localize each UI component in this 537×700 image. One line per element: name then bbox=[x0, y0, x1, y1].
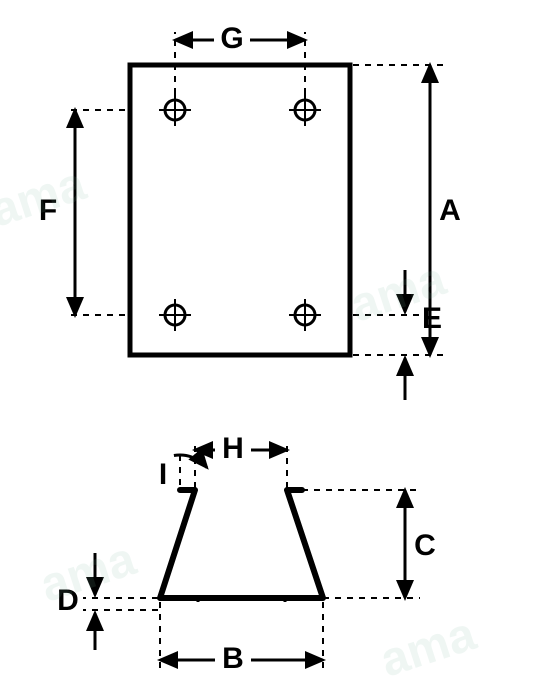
dim-label-G: G bbox=[220, 22, 243, 55]
dim-label-H: H bbox=[222, 432, 244, 465]
dim-label-A: A bbox=[439, 194, 461, 227]
diagram-canvas: GGFAEHICDB bbox=[0, 0, 537, 700]
dim-label-I: I bbox=[159, 458, 167, 491]
dim-label-F: F bbox=[39, 194, 57, 227]
dim-label-B: B bbox=[222, 642, 244, 675]
dim-label-E: E bbox=[422, 302, 442, 335]
channel-section bbox=[160, 490, 323, 598]
dim-label-C: C bbox=[414, 529, 436, 562]
dim-label-D: D bbox=[57, 584, 79, 617]
plate-outline bbox=[130, 65, 350, 355]
